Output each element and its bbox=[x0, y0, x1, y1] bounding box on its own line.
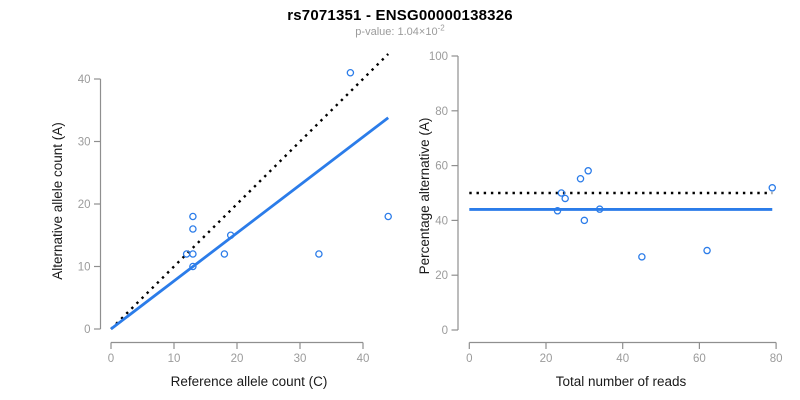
y-tick-label: 20 bbox=[435, 270, 448, 282]
x-tick-label: 0 bbox=[466, 353, 472, 365]
x-tick-label: 60 bbox=[693, 353, 706, 365]
x-axis-title: Total number of reads bbox=[556, 374, 687, 389]
x-tick-label: 20 bbox=[231, 353, 244, 365]
y-tick-label: 40 bbox=[78, 74, 91, 86]
data-point bbox=[315, 250, 323, 258]
data-point bbox=[384, 212, 392, 221]
y-tick-label: 100 bbox=[429, 51, 448, 63]
y-tick-label: 10 bbox=[78, 262, 91, 274]
data-point bbox=[561, 194, 569, 203]
y-tick-label: 20 bbox=[78, 199, 91, 211]
y-tick-label: 40 bbox=[435, 215, 448, 227]
data-point bbox=[189, 250, 197, 258]
right-scatter-plot: 0 20 40 60 80 100 0 20 40 60 80 Total number of rea… bbox=[417, 51, 782, 389]
data-point bbox=[584, 167, 592, 175]
x-axis-title: Reference allele count (C) bbox=[171, 374, 328, 389]
data-point bbox=[220, 250, 229, 258]
y-axis-title: Alternative allele count (A) bbox=[50, 122, 65, 280]
data-point bbox=[553, 207, 562, 215]
data-point bbox=[346, 69, 355, 77]
x-tick-label: 10 bbox=[168, 353, 181, 365]
data-point bbox=[226, 231, 235, 239]
x-tick-label: 40 bbox=[616, 353, 629, 365]
y-tick-label: 0 bbox=[442, 325, 448, 337]
data-point bbox=[189, 225, 197, 233]
data-point bbox=[182, 250, 191, 258]
data-point bbox=[189, 212, 197, 221]
fit-line bbox=[110, 116, 390, 331]
x-tick-label: 20 bbox=[540, 353, 553, 365]
x-tick-label: 30 bbox=[294, 353, 307, 365]
y-tick-label: 30 bbox=[78, 137, 91, 149]
data-point bbox=[638, 253, 646, 261]
data-point bbox=[557, 189, 566, 197]
x-tick-label: 40 bbox=[357, 353, 370, 365]
data-point bbox=[595, 205, 604, 213]
y-tick-label: 0 bbox=[84, 324, 90, 336]
y-tick-label: 80 bbox=[435, 106, 448, 118]
data-point bbox=[768, 184, 777, 192]
x-tick-label: 0 bbox=[108, 353, 114, 365]
identity-line bbox=[110, 53, 390, 330]
left-scatter-plot: 0 10 20 30 40 0 10 20 30 40 Reference allele count… bbox=[50, 53, 392, 389]
data-point bbox=[576, 175, 585, 183]
data-point bbox=[580, 216, 589, 225]
x-tick-label: 80 bbox=[770, 353, 783, 365]
data-point bbox=[189, 262, 197, 271]
y-axis-title: Percentage alternative (A) bbox=[417, 118, 432, 275]
y-tick-label: 60 bbox=[435, 161, 448, 173]
data-point bbox=[703, 246, 711, 255]
